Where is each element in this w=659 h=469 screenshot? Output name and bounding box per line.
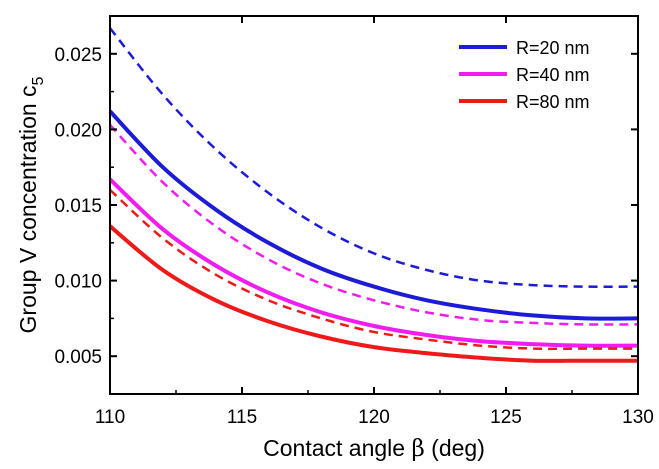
x-tick-label: 130	[622, 407, 654, 428]
y-tick-label: 0.015	[54, 196, 102, 217]
y-tick-label: 0.010	[54, 272, 102, 293]
legend: R=20 nm R=40 nm R=80 nm	[459, 38, 590, 112]
y-axis-title: Group V concentration c5	[15, 76, 47, 333]
series-line-dashed-4	[110, 125, 638, 325]
x-tick-label: 120	[358, 407, 390, 428]
legend-label: R=40 nm	[516, 65, 590, 85]
y-tick-label: 0.025	[54, 45, 102, 66]
x-tick-label: 110	[95, 407, 125, 428]
y-tick-label: 0.020	[54, 120, 102, 141]
x-axis-title: Contact angle β (deg)	[263, 435, 485, 462]
y-tick-label: 0.005	[54, 347, 102, 368]
x-tick-label: 115	[227, 407, 257, 428]
legend-label: R=80 nm	[516, 92, 590, 112]
x-tick-label: 125	[490, 407, 522, 428]
legend-label: R=20 nm	[516, 38, 590, 58]
